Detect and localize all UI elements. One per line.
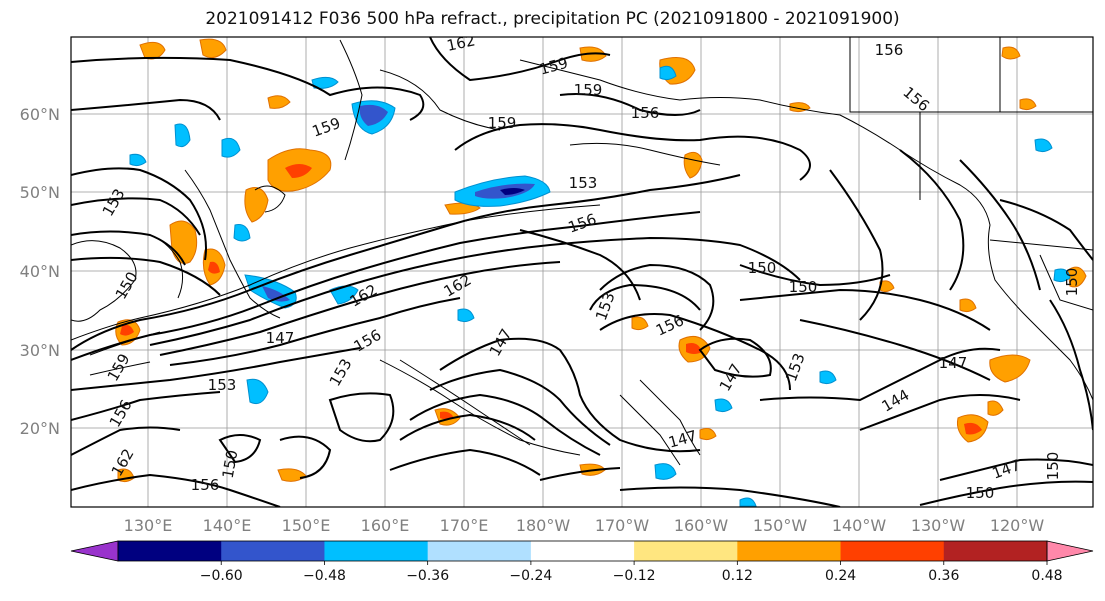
colorbar-outline [117,540,1048,562]
contour-label: 153 [208,376,237,394]
contour-lines-thin [71,204,701,466]
colorbar-tick-label: −0.48 [303,568,346,584]
contour-label: 147 [266,329,295,347]
lon-label: 120°W [990,516,1045,535]
longitude-labels: 130°E 140°E 150°E 160°E 170°E 180°W 170°W 160°W… [124,516,1045,535]
lat-label: 60°N [20,105,60,124]
lon-label: 170°E [440,516,489,535]
colorbar-tick-label: −0.12 [613,568,656,584]
contour-label: 156 [631,104,660,122]
colorbar-segment [118,541,222,561]
lon-label: 160°E [361,516,410,535]
colorbar-tick-labels: −0.60 −0.48 −0.36 −0.24 −0.12 0.12 0.24 0.36 0.4… [200,561,1063,584]
contour-label: 150 [1044,452,1062,481]
colorbar-segment [530,541,635,561]
map-title: 2021091412 F036 500 hPa refract., precip… [205,9,900,29]
lon-label: 160°W [674,516,729,535]
colorbar-tick-label: 0.12 [722,568,753,584]
contour-label: 150 [966,484,995,502]
precip-negative [129,65,1071,507]
colorbar-tick-label: 0.48 [1031,568,1062,584]
lon-label: 140°E [203,516,252,535]
lon-label: 170°W [595,516,650,535]
colorbar-segment [221,541,325,561]
colorbar-tick-label: −0.24 [509,568,552,584]
lat-label: 30°N [20,341,60,360]
precip-fill [115,38,1087,507]
colorbar-extend-low [70,540,119,562]
colorbar [70,540,1094,562]
contour-label: 159 [488,114,517,132]
contour-label: 150 [1063,268,1081,297]
colorbar-segment [634,541,738,561]
contour-label: 150 [789,278,818,296]
contour-label: 153 [569,174,598,192]
lon-label: 130°W [911,516,966,535]
contour-label: 147 [939,354,968,372]
lon-label: 130°E [124,516,173,535]
colorbar-segment [427,541,532,561]
colorbar-tick-label: 0.36 [928,568,959,584]
precip-positive [115,38,1087,483]
colorbar-segment [840,541,945,561]
colorbar-tick-label: −0.36 [406,568,449,584]
lon-label: 150°W [753,516,808,535]
contour-label: 159 [574,81,603,99]
colorbar-segment [943,541,1048,561]
colorbar-extend-high [1046,540,1094,562]
contour-label: 150 [748,259,777,277]
colorbar-segment [737,541,842,561]
contour-label: 162 [445,31,477,55]
lon-label: 150°E [282,516,331,535]
map-border [70,36,1094,508]
contour-label: 156 [191,476,220,494]
colorbar-segment [324,541,429,561]
lon-label: 180°W [516,516,571,535]
colorbar-tick-label: 0.24 [825,568,856,584]
lat-label: 50°N [20,183,60,202]
colorbar-tick-label: −0.60 [200,568,243,584]
gridlines [71,37,1093,507]
latitude-labels: 60°N 50°N 40°N 30°N 20°N [20,105,60,438]
contour-label: 156 [875,41,904,59]
contour-lines [71,37,1093,507]
lat-label: 20°N [20,419,60,438]
lon-label: 140°W [832,516,887,535]
contour-label: 150 [219,448,242,479]
lat-label: 40°N [20,262,60,281]
